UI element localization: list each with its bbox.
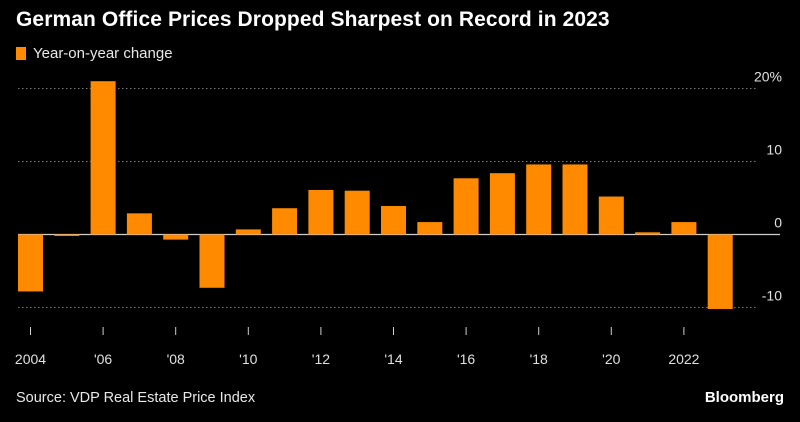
chart-title: German Office Prices Dropped Sharpest on… [16, 8, 610, 31]
bar-2017 [489, 173, 515, 235]
legend: Year-on-year change [16, 45, 173, 62]
bar-2022 [671, 222, 697, 235]
bar-2018 [526, 164, 552, 235]
y-tick-label: 0 [774, 215, 782, 231]
bar-2019 [562, 164, 588, 235]
bar-2006 [90, 81, 116, 235]
x-tick-label: '10 [239, 351, 257, 367]
bar-2016 [453, 178, 479, 235]
bar-2012 [308, 189, 334, 235]
y-tick-label: 10 [766, 142, 782, 158]
bar-2008 [163, 234, 189, 240]
bar-2023 [707, 234, 733, 309]
x-tick-label: '08 [167, 351, 185, 367]
bar-2021 [635, 232, 661, 235]
bar-2014 [381, 206, 406, 235]
source-note: Source: VDP Real Estate Price Index [16, 390, 256, 406]
y-tick-label: -10 [762, 288, 782, 304]
x-tick-label: '12 [312, 351, 330, 367]
x-tick-label: '16 [457, 351, 475, 367]
bar-2007 [126, 213, 152, 235]
x-tick-label: '20 [602, 351, 620, 367]
x-tick-label: 2004 [15, 351, 46, 367]
bar-2013 [344, 190, 370, 235]
bar-2011 [272, 208, 298, 235]
x-tick-label: 2022 [668, 351, 699, 367]
legend-label: Year-on-year change [33, 45, 173, 62]
x-tick-label: '18 [530, 351, 548, 367]
bar-2004 [18, 234, 43, 292]
bar-2005 [54, 234, 80, 236]
x-tick-label: '14 [384, 351, 402, 367]
x-tick-label: '06 [94, 351, 112, 367]
brand-logo: Bloomberg [704, 389, 784, 406]
bar-2020 [598, 196, 624, 235]
legend-swatch [16, 47, 26, 60]
bar-2010 [235, 229, 261, 235]
bar-2015 [417, 222, 443, 235]
y-tick-label: 20% [754, 69, 782, 85]
bar-2009 [199, 234, 225, 288]
